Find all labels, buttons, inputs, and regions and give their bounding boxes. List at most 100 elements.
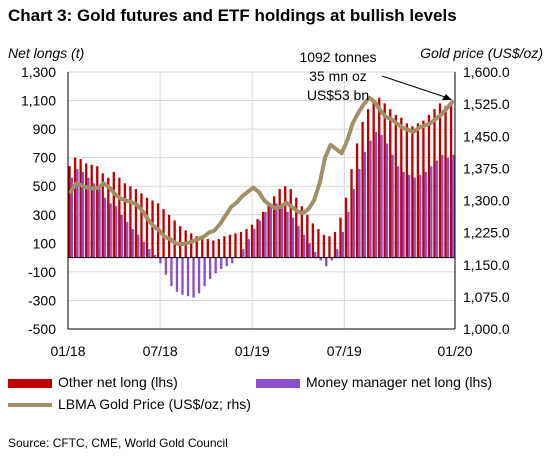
- bar-money-manager: [225, 257, 228, 267]
- y2-tick-label: 1,000.0: [463, 321, 510, 337]
- bar-money-manager: [192, 257, 195, 298]
- bar-money-manager: [98, 189, 101, 258]
- bar-other-net-long: [350, 169, 353, 258]
- legend-item-mm: Money manager net long (lhs): [256, 374, 492, 390]
- y-tick-label: -100: [28, 264, 56, 280]
- bar-money-manager: [336, 249, 339, 258]
- bar-other-net-long: [317, 229, 320, 258]
- bar-money-manager: [186, 257, 190, 297]
- legend-item-gold: LBMA Gold Price (US$/oz; rhs): [8, 396, 251, 412]
- bar-money-manager: [159, 257, 162, 264]
- bar-other-net-long: [444, 106, 447, 258]
- bar-other-net-long: [118, 177, 121, 258]
- bar-other-net-long: [306, 214, 309, 258]
- bar-other-net-long: [389, 109, 392, 258]
- bar-other-net-long: [433, 109, 436, 258]
- bar-money-manager: [175, 257, 179, 292]
- bar-money-manager: [408, 174, 411, 258]
- bar-money-manager: [319, 257, 322, 261]
- bar-other-net-long: [217, 239, 221, 258]
- legend-label-other: Other net long (lhs): [58, 374, 178, 390]
- bar-money-manager: [142, 241, 145, 258]
- bar-money-manager: [330, 257, 333, 261]
- bar-other-net-long: [328, 236, 331, 258]
- bar-money-manager: [137, 234, 140, 258]
- bar-series: [68, 97, 455, 298]
- bar-other-net-long: [151, 200, 154, 258]
- bar-money-manager: [314, 251, 317, 258]
- bar-other-net-long: [416, 123, 420, 258]
- bar-money-manager: [291, 217, 295, 258]
- bar-money-manager: [126, 221, 129, 258]
- bar-other-net-long: [223, 236, 226, 258]
- line-series: [68, 95, 455, 247]
- x-tick-label: 07/18: [143, 343, 178, 359]
- bar-money-manager: [297, 226, 300, 258]
- bar-money-manager: [308, 243, 311, 258]
- bar-other-net-long: [167, 214, 171, 258]
- bar-other-net-long: [295, 197, 298, 258]
- y2-tick-label: 1,600.0: [463, 64, 510, 80]
- bar-money-manager: [325, 257, 328, 267]
- bar-other-net-long: [267, 204, 270, 258]
- bar-other-net-long: [79, 159, 82, 258]
- bar-money-manager: [441, 154, 444, 258]
- bar-other-net-long: [190, 233, 193, 258]
- bar-other-net-long: [68, 166, 71, 258]
- bar-other-net-long: [400, 117, 403, 258]
- bar-money-manager: [269, 207, 273, 258]
- y2-tick-label: 1,225.0: [463, 225, 510, 241]
- bar-money-manager: [247, 239, 251, 258]
- bar-money-manager: [302, 234, 306, 258]
- bar-money-manager: [446, 157, 450, 258]
- bar-money-manager: [286, 211, 289, 258]
- bar-other-net-long: [333, 231, 337, 258]
- bar-other-net-long: [405, 123, 409, 258]
- bar-money-manager: [280, 206, 284, 258]
- bar-other-net-long: [372, 100, 375, 258]
- bar-money-manager: [203, 257, 206, 287]
- bar-money-manager: [419, 174, 422, 258]
- bar-money-manager: [70, 177, 74, 258]
- bar-money-manager: [87, 177, 90, 258]
- y-tick-label: -500: [28, 321, 56, 337]
- bar-money-manager: [148, 249, 151, 258]
- bar-money-manager: [402, 171, 405, 258]
- bar-money-manager: [341, 231, 344, 258]
- bar-money-manager: [396, 166, 400, 258]
- bar-other-net-long: [256, 219, 259, 258]
- bar-other-net-long: [101, 173, 104, 258]
- bar-money-manager: [358, 169, 361, 258]
- bar-other-net-long: [394, 114, 397, 258]
- bar-other-net-long: [311, 223, 315, 258]
- annotation-arrow: [381, 75, 449, 99]
- y2-tick-label: 1,450.0: [463, 128, 510, 144]
- bar-money-manager: [103, 197, 107, 258]
- bar-money-manager: [275, 203, 278, 258]
- bar-money-manager: [380, 134, 383, 258]
- bar-money-manager: [391, 154, 394, 258]
- bar-money-manager: [264, 211, 267, 258]
- bar-other-net-long: [206, 239, 209, 258]
- y2-tick-label: 1,375.0: [463, 160, 510, 176]
- bar-money-manager: [153, 254, 157, 258]
- bar-money-manager: [424, 171, 427, 258]
- bar-money-manager: [435, 160, 438, 258]
- y2-tick-label: 1,300.0: [463, 193, 510, 209]
- bar-other-net-long: [112, 171, 115, 258]
- bar-money-manager: [76, 169, 79, 258]
- bar-money-manager: [220, 257, 223, 270]
- y-tick-label: 900: [33, 121, 57, 137]
- bar-other-net-long: [85, 163, 88, 258]
- bar-money-manager: [181, 257, 184, 295]
- bar-other-net-long: [278, 189, 281, 258]
- annotation: 1092 tonnes 35 mn oz US$53 bn: [299, 49, 452, 103]
- bar-other-net-long: [179, 226, 182, 258]
- source-note: Source: CFTC, CME, World Gold Council: [8, 436, 228, 450]
- bar-other-net-long: [411, 126, 414, 258]
- bar-other-net-long: [289, 189, 292, 258]
- bar-other-net-long: [361, 121, 364, 258]
- chart-title: Chart 3: Gold futures and ETF holdings a…: [8, 6, 457, 25]
- gold-price-line: [68, 95, 455, 247]
- bar-money-manager: [369, 140, 372, 258]
